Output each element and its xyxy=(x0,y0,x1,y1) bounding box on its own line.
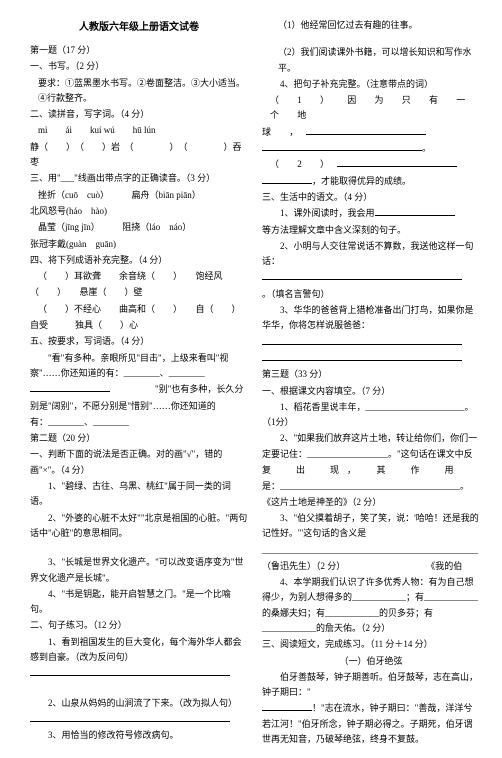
s3: 三、生活中的语文。（4 分） xyxy=(262,190,480,205)
q1-4-b: （ ） 悬崖（ ）壁 xyxy=(30,285,248,300)
s3-e: 3、华华的爸爸背上猎枪准备出门打鸟，如果你是华华，你将怎样说服爸爸： xyxy=(262,303,480,334)
q2-2-c: 3、用恰当的修改符号修改病句。 xyxy=(30,728,248,743)
p3-1-f: ________________________________________… xyxy=(262,543,480,558)
q1-5-d: 有：________、________ xyxy=(30,415,248,430)
q1-3: 三、用"___"线画出带点字的正确读音。（3 分） xyxy=(30,171,248,186)
p3-1-e: 3、"伯父摸着胡子，笑了笑，说：'哈哈！还是我的记性好。'"这句话的含义是 xyxy=(262,511,480,542)
p3-2-a: 伯牙善鼓琴，钟子期善听。伯牙鼓琴，志在高山，钟子期曰：" xyxy=(262,670,480,701)
q1-5-a: "看"有多种。亲眼所见"目击"，上级来看叫"视察"……你还知道的有：______… xyxy=(30,351,248,382)
p3-2-b: ！"志在流水，钟子期曰："善哉，洋洋兮若江河！"伯牙所念，钟子期必得之。子期死，… xyxy=(262,701,480,747)
s3-d: 。（填名言警句） xyxy=(262,287,480,302)
p3-1-b: 2、"如果我们放弃这片土地，转让给你们，你们一定要记住：____________… xyxy=(262,431,480,462)
r-a: （1）他经常回忆过去有趣的往事。 xyxy=(262,18,480,33)
s3-e-blank2 xyxy=(262,351,480,366)
q2-2-a: 1、看到祖国发生的巨大变化，每个海外华人都会感到自豪。（改为反问句） xyxy=(30,635,248,666)
p3-1-c: 复 出 现， 其 作 用 xyxy=(262,463,480,478)
p3-2: 三、阅读短文，完成练习。（11 分＋14 分） xyxy=(262,637,480,652)
q1-1-req: 要求：①蓝黑墨水书写。②卷面整洁。③大小适当。④行款整齐。 xyxy=(30,76,248,107)
document-title: 人教版六年级上册语文试卷 xyxy=(30,18,248,33)
q1-4: 四、将下列成语补充完整。（4 分） xyxy=(30,253,248,268)
section3-header: 第三题（33 分） xyxy=(262,367,480,382)
section2-header: 第二题（20 分） xyxy=(30,431,248,446)
q2-2-b-blank xyxy=(30,712,248,727)
r-4-a: （ 1 ） 因 为 只 有 一 个 地 xyxy=(262,93,480,124)
s3-c-blank xyxy=(262,270,480,285)
q1-4-a: （ ）耳欲聋 余音绕（ ） 饱经风 xyxy=(30,269,248,284)
spacer xyxy=(262,34,480,44)
s3-e-blank1 xyxy=(262,335,480,350)
spacer xyxy=(30,542,248,554)
q2-2-a-blank xyxy=(30,666,248,681)
q1-3-b: 北风怒号(háo hào) xyxy=(30,204,248,219)
q1-3-c: 晶莹（jīng jīn） 阻挠（láo náo） xyxy=(30,220,248,235)
section1-header: 第一题（17 分） xyxy=(30,43,248,58)
r-4-e: ，才能取得优异的成绩。 xyxy=(262,174,480,189)
p3-1: 一、根据课文内容填空。（7 分） xyxy=(262,384,480,399)
spacer xyxy=(30,683,248,695)
s3-b: 等方法理解文章中含义深刻的句子。 xyxy=(262,223,480,238)
p3-1-d: 是：______________________________________… xyxy=(262,479,480,510)
q2-1-b: 2、"外婆的心脏不太好""北京是祖国的心脏。"两句话中"心脏"的意思相同。 xyxy=(30,511,248,542)
q2-2: 二、句子练习。（12 分） xyxy=(30,618,248,633)
q1-4-c: （ ）不经心 曲高和（ ） 自（ ） xyxy=(30,302,248,317)
p3-2-title: （一）伯牙绝弦 xyxy=(262,654,480,669)
q1-1: 一、书写。（2 分） xyxy=(30,59,248,74)
r-4-c: 。 xyxy=(262,141,480,156)
r-4: 4、把句子补充完整。（注意带点的词） xyxy=(262,77,480,92)
q1-2: 二、读拼音，写字词。（4 分） xyxy=(30,107,248,122)
q1-3-a: 挫折（cuō cuò） 扁舟（biān piān） xyxy=(30,188,248,203)
q1-4-d: 自受 独具（ ）心 xyxy=(30,318,248,333)
q1-2-blanks: 静（ ） （ ）岩 （ ） （ ）吞枣 xyxy=(30,140,248,171)
exam-page: 人教版六年级上册语文试卷 第一题（17 分） 一、书写。（2 分） 要求：①蓝黑… xyxy=(0,0,502,758)
q1-5-b: "别"也有多种，长久分 xyxy=(30,382,248,397)
s3-c: 2、小明与人交往常说话不算数，我送他这样一句话： xyxy=(262,239,480,270)
r-4-b: 球 ， xyxy=(262,125,480,140)
r-4-d: （ 2 ） xyxy=(262,157,480,172)
r-b: （2）我们阅读课外书籍，可以增长知识和写作水平。 xyxy=(262,45,480,76)
q2-1-a: 1、"碧绿、古往、乌黑、桃红"属于同一类的词语。 xyxy=(30,479,248,510)
q1-3-d: 张冠李戴(guàn guān) xyxy=(30,237,248,252)
q2-1-c: 3、"长城是世界文化遗产。"可以改变语序变为"世界文化遗产是长城"。 xyxy=(30,555,248,586)
right-column: （1）他经常回忆过去有趣的往事。 （2）我们阅读课外书籍，可以增长知识和写作水平… xyxy=(262,18,480,748)
q2-1-d: 4、"书是钥匙，能开启智慧之门。"是一个比喻句。 xyxy=(30,587,248,618)
p3-1-g: （鲁迅先生）（2 分） 《我的伯 xyxy=(262,559,480,574)
q1-2-pinyin: mì ái kuí wú hū lún xyxy=(30,123,248,138)
q1-5-c: 别是"阔别"，不愿分别是"惜别"……你还知道的 xyxy=(30,399,248,414)
s3-a: 1、课外阅读时，我会用 xyxy=(262,206,480,221)
p3-1-h: 4、本学期我们认识了许多优秀人物：有为自己想得少，为别人想得多的________… xyxy=(262,575,480,636)
q2-2-b: 2、山泉从妈妈的山涧流了下来。（改为拟人句） xyxy=(30,696,248,711)
p3-1-a: 1、稻花香里说丰年，______________________。（1分） xyxy=(262,400,480,431)
q1-5: 五、按要求，写词语。（4 分） xyxy=(30,334,248,349)
left-column: 人教版六年级上册语文试卷 第一题（17 分） 一、书写。（2 分） 要求：①蓝黑… xyxy=(30,18,248,748)
q2-1: 一、判断下面的说法是否正确。对的画"√"，错的画"×"。（4 分） xyxy=(30,447,248,478)
